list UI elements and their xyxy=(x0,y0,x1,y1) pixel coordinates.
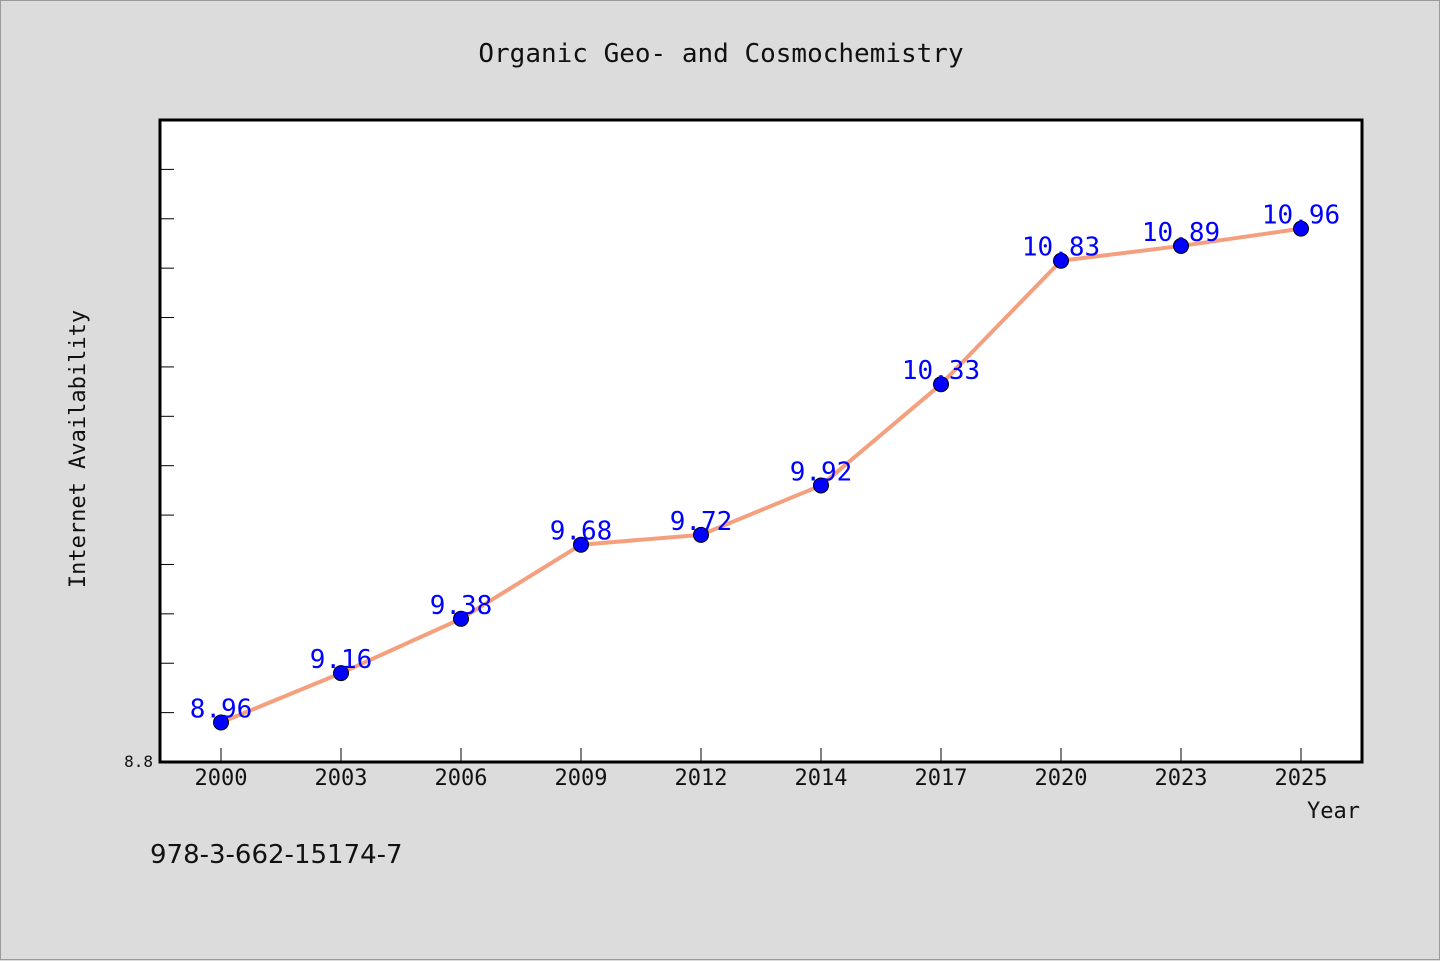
x-axis-ticks: 2000 2003 2006 2009 2012 2014 2017 2020 2023 2025 xyxy=(195,748,1328,791)
data-point xyxy=(573,536,589,553)
x-tick-label: 2009 xyxy=(555,766,608,791)
data-label: 10.83 xyxy=(1022,233,1100,263)
x-tick-label: 2000 xyxy=(195,766,248,791)
data-label: 10.89 xyxy=(1142,218,1220,248)
data-point xyxy=(813,477,829,494)
x-axis-label: Year xyxy=(1307,799,1360,824)
data-point xyxy=(1293,220,1309,237)
chart-title: Organic Geo- and Cosmochemistry xyxy=(478,39,963,69)
data-point xyxy=(933,376,949,393)
x-tick-label: 2012 xyxy=(675,766,728,791)
x-tick-label: 2020 xyxy=(1035,766,1088,791)
x-tick-label: 2025 xyxy=(1275,766,1328,791)
data-labels: 8.96 9.16 9.38 9.68 9.72 9.92 10.33 10.83 10.89 1… xyxy=(190,201,1340,725)
data-point xyxy=(213,714,229,731)
data-label: 8.96 xyxy=(190,694,253,724)
y-axis-label: Internet Availability xyxy=(66,310,91,588)
y-axis-min-label: 8.8 xyxy=(124,752,153,771)
data-point xyxy=(1053,252,1069,269)
data-label: 9.38 xyxy=(430,591,493,621)
x-tick-label: 2017 xyxy=(915,766,968,791)
data-point xyxy=(453,610,469,627)
data-label: 10.33 xyxy=(902,356,980,386)
plot-area xyxy=(158,118,1364,764)
data-label: 9.16 xyxy=(310,645,373,675)
x-tick-label: 2014 xyxy=(795,766,848,791)
x-tick-label: 2003 xyxy=(315,766,368,791)
data-point xyxy=(693,526,709,543)
y-axis-ticks xyxy=(160,168,174,714)
data-point xyxy=(333,665,349,682)
data-label: 9.68 xyxy=(550,517,613,547)
data-label: 9.72 xyxy=(670,507,733,537)
x-tick-label: 2006 xyxy=(435,766,488,791)
series-line xyxy=(220,226,1302,725)
data-point xyxy=(1173,237,1189,254)
data-label: 9.92 xyxy=(790,457,853,487)
data-label: 10.96 xyxy=(1262,201,1340,231)
series-layer xyxy=(213,220,1309,731)
x-tick-label: 2023 xyxy=(1155,766,1208,791)
isbn-text: 978-3-662-15174-7 xyxy=(150,840,403,870)
